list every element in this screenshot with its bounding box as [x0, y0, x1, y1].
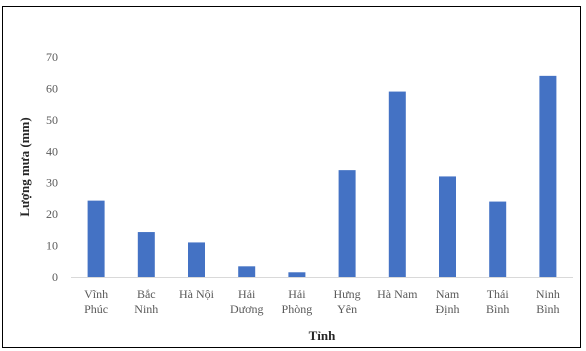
y-tick-label: 70: [46, 50, 58, 64]
y-tick-label: 30: [46, 176, 58, 190]
bar: [489, 202, 506, 277]
x-tick-label-line: Phúc: [84, 302, 108, 316]
x-tick-label: Vĩnh Phúc: [84, 287, 108, 316]
bar: [389, 92, 406, 277]
bar: [138, 232, 155, 277]
bars: [88, 76, 557, 277]
y-tick-labels: 0 10 20 30 40 50 60 70: [46, 50, 58, 284]
x-tick-label-line: Thái: [487, 287, 510, 301]
x-tick-label: Hải Phòng: [282, 287, 313, 316]
x-tick-label-line: Nam: [436, 287, 460, 301]
bar: [339, 170, 356, 277]
x-tick-label-line: Yên: [337, 302, 357, 316]
y-tick-label: 50: [46, 113, 58, 127]
bar: [88, 201, 105, 277]
x-tick-label: Hưng Yên: [334, 287, 361, 316]
x-tick-label-line: Hà Nội: [179, 287, 215, 301]
x-tick-label-line: Hưng: [334, 287, 361, 301]
x-tick-label-line: Hải: [238, 287, 256, 301]
x-tick-label: Bắc Ninh: [134, 287, 158, 316]
x-tick-label-line: Ninh: [134, 302, 158, 316]
y-tick-label: 0: [52, 270, 58, 284]
x-tick-label-line: Hà Nam: [377, 287, 418, 301]
y-tick-label: 60: [46, 81, 58, 95]
x-tick-label-line: Ninh: [536, 287, 560, 301]
y-tick-label: 10: [46, 239, 58, 253]
x-tick-label-line: Dương: [230, 302, 264, 316]
bar: [188, 242, 205, 277]
x-tick-label: Ninh Bình: [536, 287, 560, 316]
bar: [288, 272, 305, 277]
chart-frame: 0 10 20 30 40 50 60 70 Vĩnh Phúc Bắc Ninh Hà Nội Hải…: [2, 6, 581, 348]
x-tick-label: Hà Nam: [377, 287, 418, 301]
x-tick-label: Hải Dương: [230, 287, 264, 316]
x-tick-label-line: Bắc: [137, 287, 156, 301]
x-tick-label-line: Định: [436, 302, 460, 316]
x-tick-label-line: Bình: [536, 302, 559, 316]
x-tick-label-line: Vĩnh: [84, 287, 108, 301]
y-axis-title: Lượng mưa (mm): [17, 117, 32, 216]
y-tick-label: 20: [46, 207, 58, 221]
x-tick-label-line: Phòng: [282, 302, 313, 316]
bar: [238, 266, 255, 277]
x-tick-label: Hà Nội: [179, 287, 215, 301]
x-axis-title: Tỉnh: [309, 328, 337, 343]
x-tick-label-line: Hải: [288, 287, 306, 301]
x-tick-label: Nam Định: [436, 287, 460, 316]
bar: [539, 76, 556, 277]
y-tick-label: 40: [46, 144, 58, 158]
bar: [439, 176, 456, 277]
x-tick-label: Thái Bình: [486, 287, 509, 316]
x-tick-label-line: Bình: [486, 302, 509, 316]
